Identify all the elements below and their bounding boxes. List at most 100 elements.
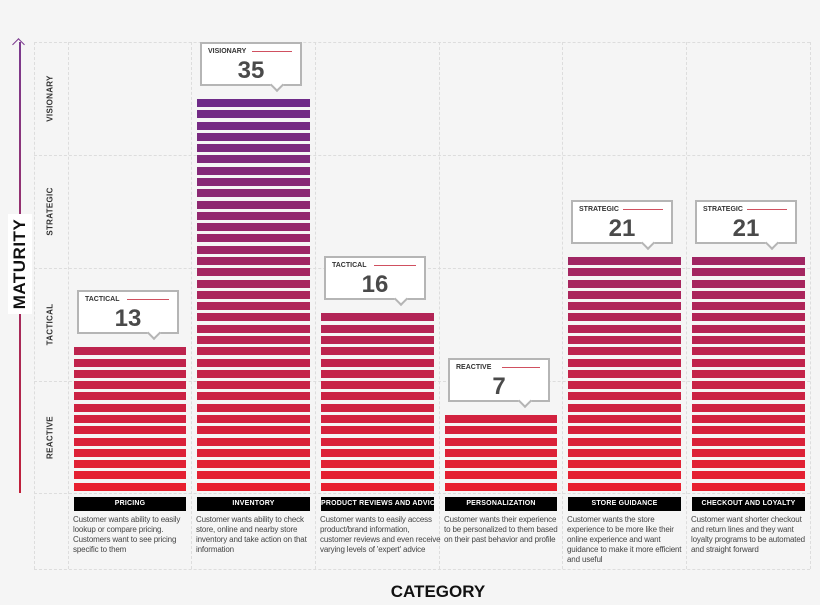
bar-segment [568, 268, 681, 277]
bar-segment [692, 313, 805, 322]
data-label: 7 [492, 373, 506, 400]
category-description: Customer wants their experience to be pe… [444, 515, 558, 544]
category-label: PRICING [74, 497, 186, 511]
bar-segment [321, 448, 434, 457]
bar-segment [197, 313, 310, 322]
data-label: 16 [361, 271, 389, 299]
data-label: 35 [237, 57, 265, 84]
bar-segment [568, 392, 681, 401]
bar-segment [197, 211, 310, 220]
bar-segment [74, 381, 186, 390]
callout-level: VISIONARY [208, 48, 247, 55]
bar-segment [321, 482, 434, 491]
bar-segment [321, 369, 434, 378]
bar-segment [321, 347, 434, 356]
bar-segment [197, 290, 310, 299]
bar-segment [74, 392, 186, 401]
bar-segment [197, 279, 310, 288]
grid-line-horizontal [34, 155, 810, 156]
bar-segment [197, 426, 310, 435]
bar-segment [445, 482, 557, 491]
bar-segment [197, 403, 310, 412]
grid-line-vertical [68, 42, 69, 569]
bar-segment [692, 426, 805, 435]
bar-segment [197, 448, 310, 457]
bar-segment [568, 403, 681, 412]
bar-segment [692, 415, 805, 423]
value-callout: REACTIVE 7 [448, 358, 550, 409]
data-label: 13 [114, 305, 142, 333]
bar-segment [445, 415, 557, 423]
bar-segment [692, 471, 805, 480]
grid-line-vertical [191, 42, 192, 569]
grid-line-vertical [315, 42, 316, 569]
bar-segment [568, 313, 681, 322]
bar-segment [197, 155, 310, 164]
value-callout: TACTICAL 13 [77, 290, 179, 341]
bar-segment [197, 302, 310, 311]
bar-segment [74, 369, 186, 378]
bar-segment [321, 437, 434, 446]
category-label: PRODUCT REVIEWS AND ADVICE [321, 497, 434, 511]
bar-segment [197, 415, 310, 423]
grid-line-vertical [810, 42, 811, 569]
callout-rule [747, 209, 787, 210]
bar-segment [321, 426, 434, 435]
bar-segment [568, 290, 681, 299]
bar-segment [197, 178, 310, 186]
bar-segment [197, 189, 310, 198]
bar-segment [692, 437, 805, 446]
callout-level: REACTIVE [456, 364, 492, 371]
bar-segment [197, 471, 310, 480]
bar-segment [197, 482, 310, 491]
bar-segment [568, 381, 681, 390]
bar-segment [321, 392, 434, 401]
bar-segment [568, 437, 681, 446]
bar-segment [321, 381, 434, 390]
bar-segment [568, 302, 681, 311]
bar-segment [197, 144, 310, 153]
grid-line-horizontal [34, 42, 810, 43]
bar-segment [74, 460, 186, 469]
grid-line-vertical [562, 42, 563, 569]
category-label: STORE GUIDANCE [568, 497, 681, 511]
bar-segment [321, 415, 434, 423]
bar-segment [692, 324, 805, 333]
bar-segment [74, 482, 186, 491]
bar-segment [692, 302, 805, 311]
bar-segment [197, 336, 310, 344]
bar-segment [197, 347, 310, 356]
bar-segment [74, 347, 186, 356]
bar-segment [692, 268, 805, 277]
row-label-visionary: VISIONARY [45, 75, 55, 122]
category-description: Customer wants the store experience to b… [567, 515, 682, 564]
category-description: Customer want shorter checkout and retur… [691, 515, 805, 554]
data-label: 21 [732, 215, 760, 242]
callout-level: TACTICAL [85, 296, 120, 304]
bar-segment [197, 234, 310, 243]
callout-rule [623, 209, 663, 210]
bar-segment [692, 358, 805, 367]
bar-segment [197, 369, 310, 378]
bar-segment [568, 324, 681, 333]
category-description: Customer wants ability to check store, o… [196, 515, 307, 554]
bar-segment [321, 403, 434, 412]
bar-segment [692, 460, 805, 469]
bar-segment [692, 403, 805, 412]
bar-segment [74, 471, 186, 480]
bar-segment [692, 290, 805, 299]
bar-segment [692, 369, 805, 378]
bar-segment [568, 369, 681, 378]
category-label: CHECKOUT AND LOYALTY [692, 497, 805, 511]
bar-segment [197, 132, 310, 141]
bar-segment [568, 471, 681, 480]
row-label-strategic: STRATEGIC [45, 187, 55, 236]
bar-segment [197, 358, 310, 367]
bar-segment [568, 426, 681, 435]
bar-segment [321, 324, 434, 333]
callout-level: STRATEGIC [579, 206, 619, 213]
bar-segment [197, 324, 310, 333]
category-label: PERSONALIZATION [445, 497, 557, 511]
grid-line-horizontal [34, 569, 810, 570]
